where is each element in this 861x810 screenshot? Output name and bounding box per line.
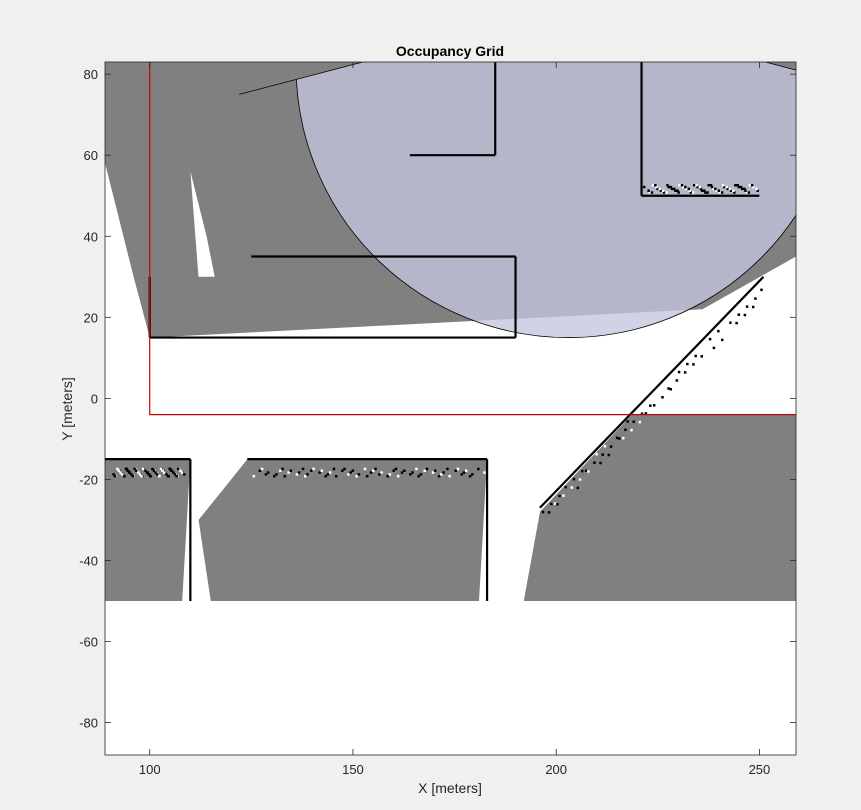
x-tick-label: 200 (545, 762, 567, 777)
obstacle-speckle-band (112, 467, 186, 478)
sensor-range-edge (763, 62, 796, 71)
unknown-cells-region (239, 220, 329, 253)
free-cells-region (479, 459, 540, 601)
y-tick-label: -40 (79, 553, 98, 568)
plot-area[interactable] (105, 0, 841, 755)
free-cells-region (190, 171, 215, 277)
x-tick-label: 150 (342, 762, 364, 777)
y-tick-label: 20 (84, 310, 98, 325)
obstacle-speckle-band (252, 467, 486, 478)
x-axis-label: X [meters] (418, 780, 482, 796)
y-tick-label: -80 (79, 716, 98, 731)
y-tick-label: -20 (79, 472, 98, 487)
x-tick-label: 100 (139, 762, 161, 777)
x-tick-label: 250 (749, 762, 771, 777)
free-cells-region (105, 256, 796, 415)
sensor-range-edge (239, 62, 365, 95)
y-tick-label: 0 (91, 391, 98, 406)
unknown-cells-region (198, 459, 488, 601)
free-cells-region (105, 163, 150, 350)
unknown-cells-region (166, 171, 199, 289)
y-tick-label: 40 (84, 229, 98, 244)
y-tick-label: 80 (84, 67, 98, 82)
y-tick-label: 60 (84, 148, 98, 163)
y-tick-label: -60 (79, 635, 98, 650)
axes-frame (104, 61, 797, 756)
unknown-cells-region (105, 459, 191, 601)
y-axis-label: Y [meters] (59, 377, 75, 441)
chart-title: Occupancy Grid (396, 43, 504, 59)
free-cells-region (105, 601, 796, 755)
occupied-wall (539, 276, 765, 509)
obstacle-speckle-band (642, 183, 759, 194)
free-cells-region (182, 459, 248, 601)
map-boundary-line (149, 62, 796, 416)
obstacle-speckle-band (535, 288, 769, 523)
